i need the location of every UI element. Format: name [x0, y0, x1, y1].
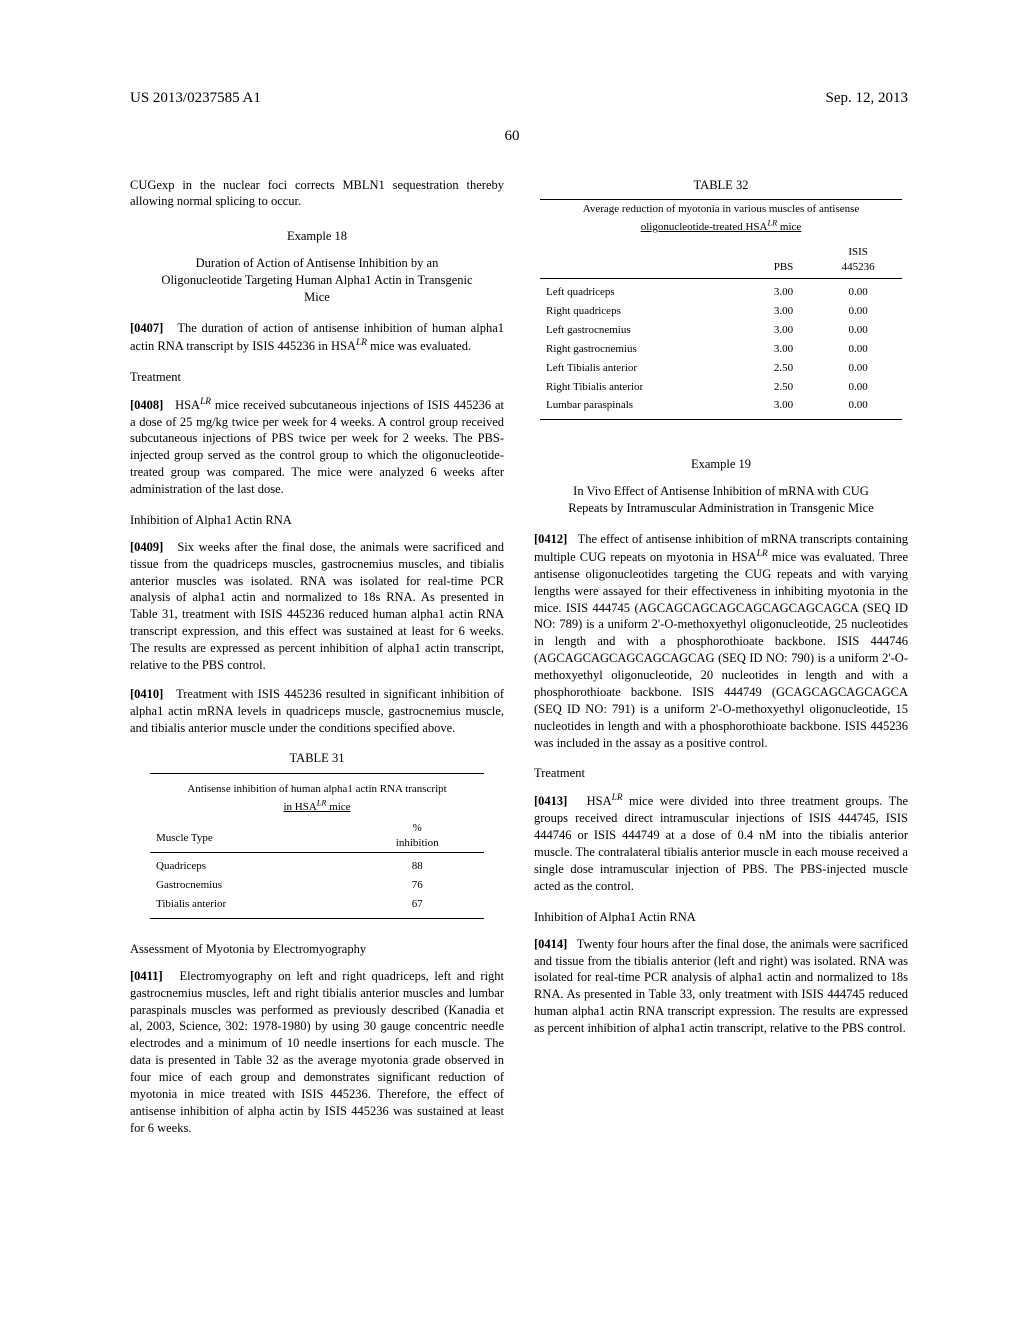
- table-row-val: 88: [350, 853, 484, 876]
- para-num: [0407]: [130, 321, 163, 335]
- table-row-muscle: Gastrocnemius: [150, 876, 350, 895]
- inhibition-heading: Inhibition of Alpha1 Actin RNA: [130, 512, 504, 529]
- table-row: Left gastrocnemius: [540, 321, 753, 340]
- table-32-col-pbs: PBS: [753, 237, 815, 279]
- para-num: [0409]: [130, 540, 163, 554]
- table-32: Average reduction of myotonia in various…: [534, 199, 908, 420]
- doc-date: Sep. 12, 2013: [826, 88, 909, 108]
- para-num: [0408]: [130, 398, 163, 412]
- content-area: CUGexp in the nuclear foci corrects MBLN…: [0, 147, 1024, 1149]
- para-num: [0411]: [130, 969, 163, 983]
- table-row-val: 76: [350, 876, 484, 895]
- page-header: US 2013/0237585 A1 Sep. 12, 2013: [0, 0, 1024, 108]
- table-31-col-muscle: Muscle Type: [150, 817, 350, 853]
- para-0409: [0409] Six weeks after the final dose, t…: [130, 539, 504, 674]
- right-column: TABLE 32 Average reduction of myotonia i…: [534, 177, 908, 1149]
- table-row-muscle: Quadriceps: [150, 853, 350, 876]
- table-row: Right gastrocnemius: [540, 340, 753, 359]
- example-18-title: Example 18: [130, 228, 504, 245]
- emg-heading: Assessment of Myotonia by Electromyograp…: [130, 941, 504, 958]
- para-0408: [0408] HSALR mice received subcutaneous …: [130, 396, 504, 498]
- table-31-caption: TABLE 31: [130, 750, 504, 767]
- table-row: Left Tibialis anterior: [540, 359, 753, 378]
- table-row: Left quadriceps: [540, 279, 753, 302]
- treatment-heading: Treatment: [534, 765, 908, 782]
- table-row-val: 67: [350, 895, 484, 918]
- table-31: Antisense inhibition of human alpha1 act…: [130, 773, 504, 919]
- inhibition-heading: Inhibition of Alpha1 Actin RNA: [534, 909, 908, 926]
- doc-id: US 2013/0237585 A1: [130, 88, 261, 108]
- para-0410: [0410] Treatment with ISIS 445236 result…: [130, 686, 504, 737]
- table-row-muscle: Tibialis anterior: [150, 895, 350, 918]
- left-column: CUGexp in the nuclear foci corrects MBLN…: [130, 177, 504, 1149]
- table-row: Lumbar paraspinals: [540, 396, 753, 419]
- treatment-heading: Treatment: [130, 369, 504, 386]
- para-0414: [0414] Twenty four hours after the final…: [534, 936, 908, 1037]
- para-0411: [0411] Electromyography on left and righ…: [130, 968, 504, 1137]
- para-num: [0414]: [534, 937, 567, 951]
- para-num: [0412]: [534, 532, 567, 546]
- para-num: [0413]: [534, 795, 567, 809]
- example-19-subtitle: In Vivo Effect of Antisense Inhibition o…: [534, 483, 908, 517]
- example-19-title: Example 19: [534, 456, 908, 473]
- table-row: Right quadriceps: [540, 302, 753, 321]
- table-row: Right Tibialis anterior: [540, 378, 753, 397]
- page-number: 60: [0, 126, 1024, 146]
- intro-paragraph: CUGexp in the nuclear foci corrects MBLN…: [130, 177, 504, 211]
- para-0407: [0407] The duration of action of antisen…: [130, 320, 504, 355]
- example-18-subtitle: Duration of Action of Antisense Inhibiti…: [130, 255, 504, 306]
- para-num: [0410]: [130, 687, 163, 701]
- para-0413: [0413] HSALR mice were divided into thre…: [534, 792, 908, 894]
- table-32-caption: TABLE 32: [534, 177, 908, 194]
- para-0412: [0412] The effect of antisense inhibitio…: [534, 531, 908, 752]
